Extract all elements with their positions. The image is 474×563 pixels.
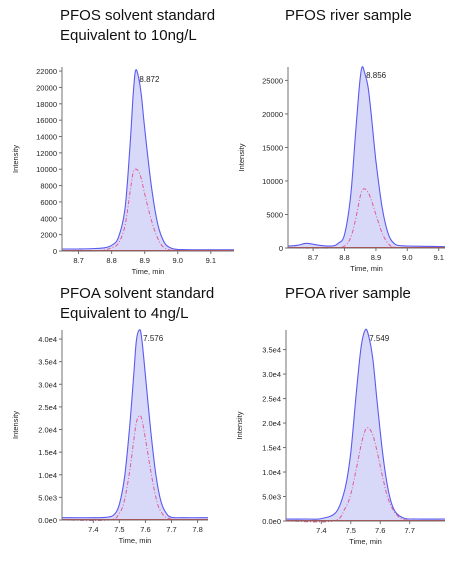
y-tick-label: 1.0e4 — [38, 471, 57, 480]
series-1-fill — [62, 329, 208, 520]
x-tick-label: 9.0 — [402, 253, 412, 262]
y-tick-label: 5000 — [266, 210, 283, 219]
x-axis-label: Time, min — [350, 264, 383, 273]
x-tick-label: 7.8 — [192, 525, 202, 534]
y-axis-label: Intensity — [11, 145, 20, 173]
x-tick-label: 8.9 — [139, 256, 149, 265]
y-tick-label: 2.0e4 — [38, 426, 57, 435]
y-tick-label: 4.0e4 — [38, 335, 57, 344]
y-tick-label: 10000 — [262, 177, 283, 186]
x-tick-label: 8.7 — [73, 256, 83, 265]
series-1-line — [285, 328, 446, 520]
x-tick-label: 9.0 — [173, 256, 183, 265]
y-axis-label: Intensity — [237, 143, 246, 171]
y-tick-label: 3.5e4 — [262, 346, 281, 355]
peak-label: 7.576 — [143, 334, 164, 343]
y-tick-label: 20000 — [262, 110, 283, 119]
y-tick-label: 0 — [279, 244, 283, 253]
x-axis-label: Time, min — [349, 537, 382, 546]
series-2-line — [285, 427, 446, 523]
y-tick-label: 15000 — [262, 143, 283, 152]
x-axis-label: Time, min — [132, 267, 165, 276]
x-tick-label: 7.5 — [346, 526, 356, 535]
y-tick-label: 10000 — [36, 165, 57, 174]
y-tick-label: 0.0e0 — [262, 517, 281, 526]
x-tick-label: 7.5 — [114, 525, 124, 534]
panel-3-title-line-2: Equivalent to 4ng/L — [60, 305, 189, 322]
y-tick-label: 0.0e0 — [38, 516, 57, 525]
peak-label: 7.549 — [369, 334, 390, 343]
y-tick-label: 4000 — [40, 214, 57, 223]
x-tick-label: 7.4 — [88, 525, 98, 534]
x-axis-label: Time, min — [119, 536, 152, 545]
y-tick-label: 2.0e4 — [262, 419, 281, 428]
series-2-line — [287, 188, 446, 249]
y-tick-label: 2.5e4 — [38, 403, 57, 412]
y-tick-label: 12000 — [36, 149, 57, 158]
y-tick-label: 18000 — [36, 100, 57, 109]
series-1-line — [62, 69, 235, 251]
panel-1-title: PFOS solvent standard Equivalent to 10ng… — [60, 6, 215, 46]
y-tick-label: 14000 — [36, 133, 57, 142]
peak-label: 8.856 — [366, 71, 387, 80]
x-tick-label: 9.1 — [206, 256, 216, 265]
panel-3-title-line-1: PFOA solvent standard — [60, 285, 215, 302]
series-1-fill — [286, 329, 445, 521]
x-tick-label: 7.4 — [316, 526, 326, 535]
series-1-line — [287, 66, 446, 248]
y-tick-label: 3.0e4 — [38, 380, 57, 389]
series-2-line — [61, 414, 209, 521]
x-tick-label: 8.8 — [339, 253, 349, 262]
y-tick-label: 0 — [53, 247, 57, 256]
series-1-fill — [288, 66, 445, 248]
y-tick-label: 1.0e4 — [262, 468, 281, 477]
panel-2-title-line-1: PFOS river sample — [285, 7, 412, 24]
y-tick-label: 1.5e4 — [262, 444, 281, 453]
y-tick-label: 22000 — [36, 67, 57, 76]
y-axis-label: Intensity — [235, 411, 244, 439]
y-tick-label: 5.0e3 — [38, 493, 57, 502]
x-tick-label: 7.6 — [375, 526, 385, 535]
y-tick-label: 16000 — [36, 116, 57, 125]
plot-pfoa-river: 0.0e0 5.0e3 1.0e4 1.5e4 2.0e4 2.5e4 3.0e4 3.5e4… — [235, 328, 446, 546]
y-tick-label: 3.5e4 — [38, 358, 57, 367]
x-tick-label: 7.7 — [404, 526, 414, 535]
y-tick-label: 5.0e3 — [262, 493, 281, 502]
plot-pfoa-solvent: 0.0e0 5.0e3 1.0e4 1.5e4 2.0e4 2.5e4 3.0e4 3.5e4… — [11, 329, 209, 545]
panel-2-title: PFOS river sample — [285, 6, 412, 26]
plot-pfos-river: 0 5000 10000 15000 20000 25000 8.7 8.8 8.9 9.0 9.1… — [237, 66, 446, 273]
x-tick-label: 7.6 — [140, 525, 150, 534]
peak-label: 8.872 — [139, 75, 160, 84]
plot-pfos-solvent: 0 2000 4000 6000 8000 10000 12000 14000 16000 180… — [11, 67, 235, 276]
panel-3-title: PFOA solvent standard Equivalent to 4ng/… — [60, 284, 214, 324]
y-tick-label: 2.5e4 — [262, 395, 281, 404]
x-tick-label: 8.8 — [106, 256, 116, 265]
y-tick-label: 8000 — [40, 182, 57, 191]
panel-1-title-line-2: Equivalent to 10ng/L — [60, 27, 197, 44]
y-tick-label: 2000 — [40, 231, 57, 240]
series-1-line — [61, 329, 209, 519]
y-tick-label: 3.0e4 — [262, 370, 281, 379]
x-tick-label: 9.1 — [434, 253, 444, 262]
y-axis-label: Intensity — [11, 411, 20, 439]
x-tick-label: 8.7 — [308, 253, 318, 262]
y-tick-label: 6000 — [40, 198, 57, 207]
series-2-line — [61, 168, 235, 252]
x-tick-label: 8.9 — [371, 253, 381, 262]
y-tick-label: 1.5e4 — [38, 448, 57, 457]
y-tick-label: 20000 — [36, 83, 57, 92]
panel-4-title-line-1: PFOA river sample — [285, 285, 411, 302]
y-tick-label: 25000 — [262, 76, 283, 85]
panel-1-title-line-1: PFOS solvent standard — [60, 7, 216, 24]
panel-4-title: PFOA river sample — [285, 284, 411, 304]
x-tick-label: 7.7 — [166, 525, 176, 534]
